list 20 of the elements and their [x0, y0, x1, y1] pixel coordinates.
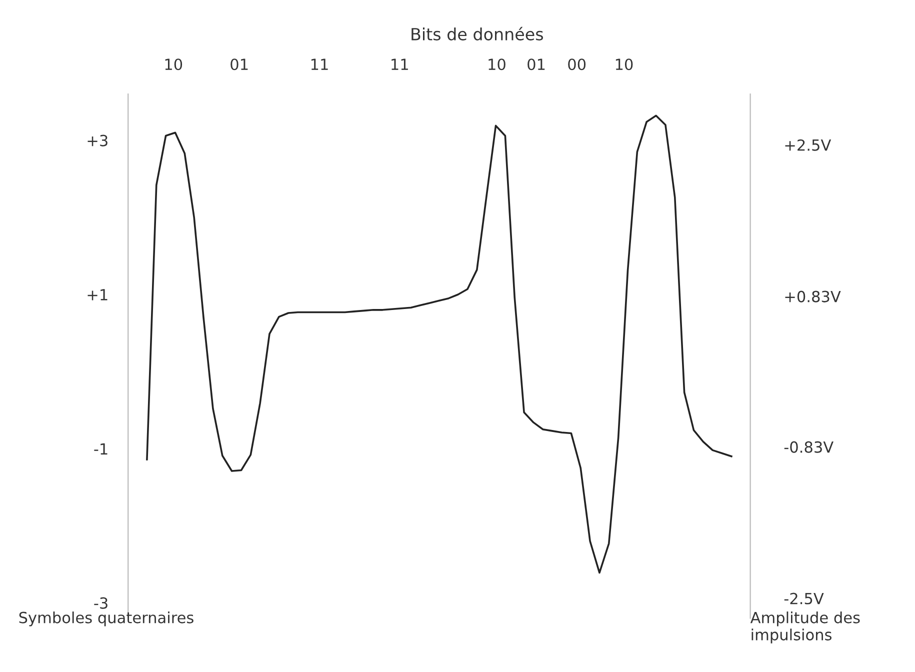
x-axis-title: Bits de données [412, 26, 543, 40]
text: 10 [488, 58, 506, 70]
text: 11 [311, 58, 328, 70]
text: 10 [616, 58, 633, 70]
line-series [146, 114, 732, 574]
y-tick-label: +1 [88, 289, 108, 300]
y2-axis-title: Amplitude des impulsions [750, 612, 860, 644]
y2-tick-label: -2.5V [784, 592, 824, 604]
text: 01 [528, 58, 545, 70]
y-tick-label: +3 [88, 134, 108, 146]
text: 11 [392, 58, 408, 70]
y2-tick-label: -0.83V [784, 441, 834, 453]
y-axis-title: Symboles quaternaires [19, 612, 194, 626]
y2-tick-label: +0.83V [785, 290, 841, 302]
y-tick-label: -3 [94, 597, 108, 609]
text: 01 [230, 58, 248, 70]
y2-tick-label: +2.5V [785, 139, 832, 151]
y-tick-label: -1 [94, 443, 108, 454]
text: 10 [165, 58, 182, 70]
text: 00 [568, 58, 586, 70]
